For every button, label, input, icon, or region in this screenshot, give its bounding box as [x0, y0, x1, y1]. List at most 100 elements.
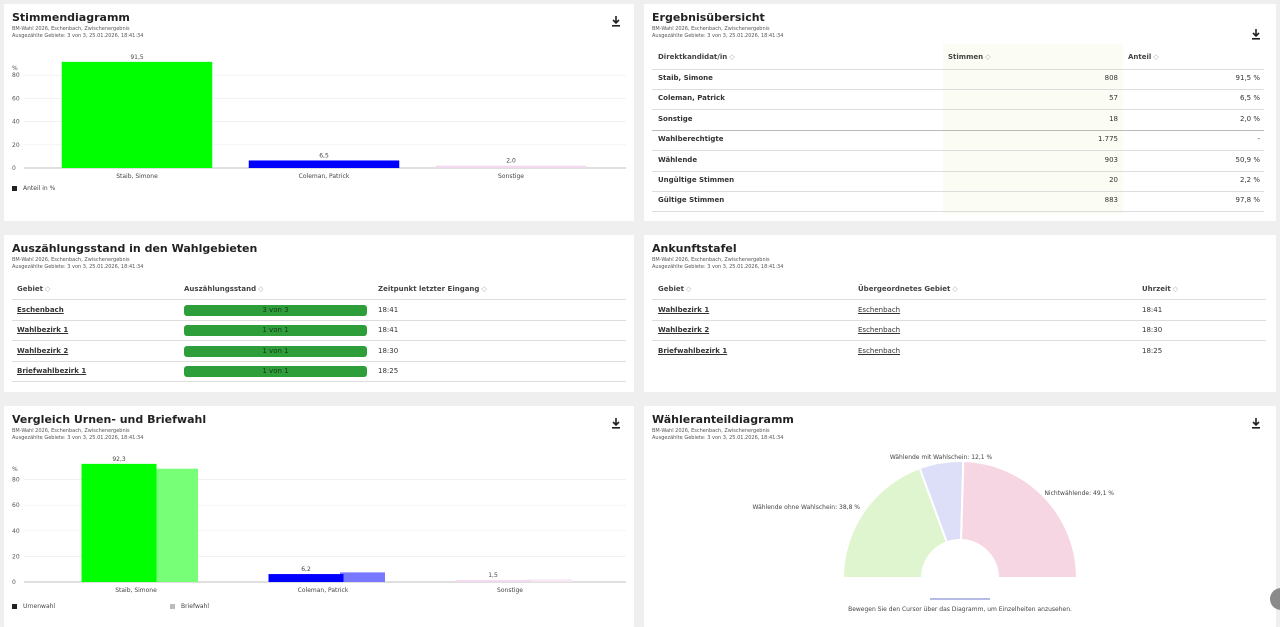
row-divider — [652, 211, 1264, 213]
legend-briefwahl[interactable]: Briefwahl — [170, 603, 209, 610]
row-divider — [652, 109, 1264, 111]
header-label: Übergeordnetes Gebiet — [858, 285, 951, 293]
card-subtitle-2: Ausgezählte Gebiete: 3 von 3, 25.01.2026… — [12, 33, 144, 39]
column-header-uebergeordnet[interactable]: Übergeordnetes Gebiet ◇ — [858, 285, 958, 293]
uebergeordnet-link[interactable]: Eschenbach — [858, 306, 901, 314]
y-tick-label: 80 — [12, 477, 20, 484]
legend-label: Urnenwahl — [23, 603, 56, 610]
row-divider — [12, 340, 626, 342]
column-header-gebiet[interactable]: Gebiet ◇ — [658, 285, 692, 293]
card-title: Stimmendiagramm — [12, 11, 130, 24]
result-row-stimmen: 903 — [1104, 155, 1118, 164]
bar-value-label: 91,5 — [130, 54, 144, 61]
legend-label: Anteil in % — [23, 185, 56, 192]
vergleich-chart[interactable]: % 80 60 40 20 0 92,3 Staib, Simone 6,2 Coleman, P… — [4, 446, 634, 627]
card-subtitle-2: Ausgezählte Gebiete: 3 von 3, 25.01.2026… — [12, 435, 144, 441]
legend-urnenwahl[interactable]: Urnenwahl — [12, 603, 55, 610]
y-tick-label: 40 — [12, 528, 20, 535]
progress-bar: 3 von 3 — [184, 305, 367, 316]
bar-value-label: 6,5 — [319, 152, 329, 159]
header-label: Zeitpunkt letzter Eingang — [378, 285, 480, 293]
progress-track: 3 von 3 — [184, 305, 367, 316]
card-title: Ergebnisübersicht — [652, 11, 765, 24]
result-row-label: Coleman, Patrick — [658, 94, 725, 103]
column-header-anteil[interactable]: Anteil ◇ — [1128, 53, 1159, 61]
y-tick-label: 60 — [12, 95, 20, 102]
uhrzeit-value: 18:30 — [1142, 326, 1163, 335]
uebergeordnet-link[interactable]: Eschenbach — [858, 326, 901, 335]
result-row-anteil: 2,2 % — [1239, 176, 1260, 184]
header-label: Direktkandidat/in — [658, 53, 728, 61]
gebiet-link[interactable]: Briefwahlbezirk 1 — [658, 346, 728, 355]
progress-bar: 1 von 1 — [184, 365, 367, 377]
bar-urnenwahl-0 — [81, 463, 157, 582]
waehleranteil-chart[interactable]: Wählende ohne Wahlschein: 38,8 % Wählende… — [644, 446, 1276, 611]
chart-legend: Anteil in % — [12, 185, 55, 192]
card-subtitle-2: Ausgezählte Gebiete: 3 von 3, 25.01.2026… — [652, 264, 784, 270]
result-row-label: Gültige Stimmen — [658, 196, 725, 205]
card-title: Vergleich Urnen- und Briefwahl — [12, 413, 207, 426]
row-divider — [12, 380, 626, 382]
column-header-stand[interactable]: Auszählungsstand ◇ — [184, 285, 264, 293]
uebergeordnet-link[interactable]: Eschenbach — [858, 346, 901, 355]
result-row-anteil: 6,5 % — [1239, 94, 1260, 103]
header-label: Gebiet — [17, 285, 43, 293]
download-icon[interactable] — [1251, 28, 1263, 40]
card-subtitle-2: Ausgezählte Gebiete: 3 von 3, 25.01.2026… — [12, 264, 144, 270]
scroll-to-top-button[interactable] — [1270, 588, 1280, 610]
gebiet-link[interactable]: Briefwahlbezirk 1 — [17, 366, 87, 375]
bar-1 — [248, 160, 400, 168]
slice-label: Wählende mit Wahlschein: 12,1 % — [890, 454, 993, 461]
gebiet-link[interactable]: Wahlbezirk 2 — [17, 346, 69, 355]
card-title: Auszählungsstand in den Wahlgebieten — [12, 242, 258, 255]
card-subtitle: BM-Wahl 2026, Eschenbach, Zwischenergebn… — [12, 428, 130, 434]
zeitpunkt-value: 18:41 — [378, 306, 399, 314]
y-tick-label: 0 — [12, 165, 16, 172]
result-row-stimmen: 883 — [1104, 196, 1118, 205]
uhrzeit-value: 18:25 — [1142, 346, 1163, 355]
stimmen-column-highlight — [943, 44, 1123, 214]
stimmen-chart[interactable]: %80 60 40 20 0 91,5 Staib, Simone 6,5 Coleman, P… — [4, 44, 634, 221]
result-row-anteil: - — [1257, 135, 1260, 144]
gebiet-link[interactable]: Wahlbezirk 1 — [17, 326, 69, 335]
result-row-stimmen: 1.775 — [1097, 135, 1118, 144]
row-divider — [652, 129, 1264, 131]
column-header-stimmen[interactable]: Stimmen ◇ — [948, 53, 991, 61]
x-tick-label: Sonstige — [498, 173, 524, 180]
progress-bar: 1 von 1 — [184, 325, 367, 337]
gebiet-link[interactable]: Wahlbezirk 2 — [658, 326, 710, 335]
column-header-gebiet[interactable]: Gebiet ◇ — [17, 285, 51, 293]
x-tick-label: Staib, Simone — [115, 587, 157, 594]
result-row-anteil: 97,8 % — [1235, 196, 1260, 205]
y-tick-label: 80 — [12, 72, 20, 79]
gebiet-link[interactable]: Wahlbezirk 1 — [658, 306, 710, 314]
download-icon[interactable] — [611, 15, 623, 27]
bar-value-label: 2,0 — [506, 158, 516, 165]
row-divider — [652, 150, 1264, 152]
header-label: Anteil — [1128, 53, 1152, 61]
y-axis-unit: % — [12, 65, 18, 72]
result-row-stimmen: 18 — [1109, 114, 1118, 123]
vergleich-card: Vergleich Urnen- und Briefwahl BM-Wahl 2… — [4, 406, 634, 627]
chart-hint: Bewegen Sie den Cursor über das Diagramm… — [848, 606, 1072, 613]
y-tick-label: 0 — [12, 579, 16, 586]
column-header-uhrzeit[interactable]: Uhrzeit ◇ — [1142, 285, 1179, 293]
result-row-stimmen: 57 — [1109, 94, 1118, 103]
x-tick-label: Coleman, Patrick — [299, 173, 350, 180]
x-tick-label: Staib, Simone — [116, 173, 158, 180]
download-icon[interactable] — [1251, 417, 1263, 429]
download-icon[interactable] — [611, 417, 623, 429]
bar-0 — [61, 61, 213, 168]
header-label: Auszählungsstand — [184, 285, 257, 293]
column-header-kandidat[interactable]: Direktkandidat/in ◇ — [658, 53, 735, 61]
ergebnisuebersicht-card: Ergebnisübersicht BM-Wahl 2026, Eschenba… — [644, 4, 1276, 221]
bar-briefwahl-0 — [153, 468, 198, 582]
bar-value-label: 6,2 — [301, 566, 311, 573]
slice-label: Wählende ohne Wahlschein: 38,8 % — [753, 504, 861, 511]
gebiet-link[interactable]: Eschenbach — [17, 306, 64, 314]
column-header-zeitpunkt[interactable]: Zeitpunkt letzter Eingang ◇ — [378, 285, 487, 293]
card-subtitle: BM-Wahl 2026, Eschenbach, Zwischenergebn… — [652, 257, 770, 263]
row-divider — [12, 320, 626, 321]
header-label: Stimmen — [948, 53, 984, 61]
progress-track: 1 von 1 — [184, 365, 367, 377]
